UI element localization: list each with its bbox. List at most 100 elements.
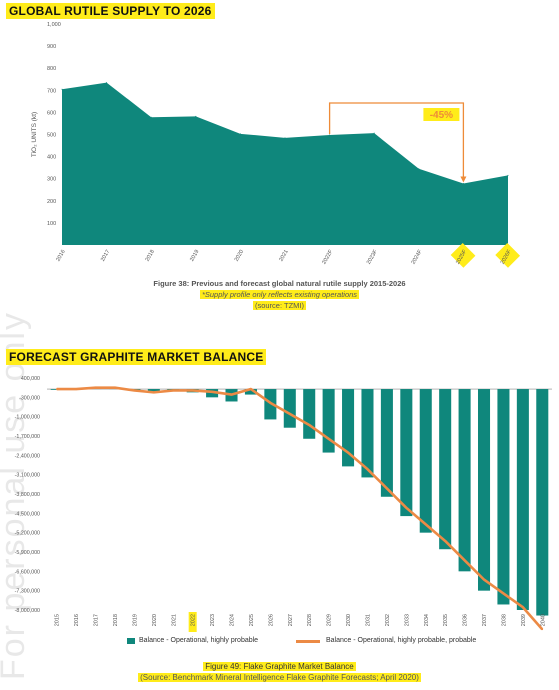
chart2-y-tick: -2,400,000 [15, 453, 40, 459]
x-tick-highlight [495, 242, 521, 268]
chart2-x-tick: 2025 [249, 614, 255, 626]
legend-swatch-bar [127, 638, 135, 644]
balance-line-point-2036 [463, 559, 466, 562]
chart2-x-tick: 2020 [152, 614, 158, 626]
chart1-y-tick: 500 [47, 133, 56, 139]
balance-line-point-2030 [347, 451, 349, 454]
balance-bar-2031 [361, 389, 374, 478]
chart2-y-tick: -300,000 [19, 395, 40, 401]
balance-bar-2025 [244, 389, 257, 395]
chart2-x-tick: 2027 [288, 614, 294, 626]
chart2-y-tick: -6,600,000 [15, 569, 40, 575]
graphite-balance-chart: 400,000 -300,000 -1,000,000 -1,700,000 -2,40… [15, 376, 552, 632]
chart2-x-tick: 2019 [132, 614, 138, 626]
chart2-y-tick: 400,000 [21, 376, 40, 382]
rutile-data-point-2025F [462, 183, 464, 185]
balance-bar-2040 [536, 389, 549, 616]
balance-bar-2035 [439, 389, 452, 550]
chart2-x-tick: 2036 [463, 614, 469, 626]
balance-line-point-2032 [386, 487, 388, 490]
chart1-y-axis-label: TiO₂ UNITS (kt) [31, 112, 38, 157]
chart2-x-tick: 2024 [230, 614, 236, 626]
chart1-y-tick: 100 [47, 221, 56, 227]
balance-line-point-2016 [75, 388, 77, 390]
balance-line-point-2021 [172, 389, 175, 392]
rutile-data-point-2022F [329, 134, 331, 136]
watermark: For personal use only [0, 311, 32, 680]
balance-line-point-2035 [444, 540, 446, 542]
chart1-y-tick: 200 [47, 199, 56, 205]
balance-line-point-2034 [424, 523, 427, 526]
balance-line-point-2020 [153, 391, 155, 394]
chart2-y-tick: -3,800,000 [15, 492, 40, 498]
watermark-text: For personal use only [0, 311, 32, 680]
balance-bar-2037 [477, 389, 491, 591]
chart1-note: *Supply profile only reflects existing o… [199, 290, 360, 299]
chart2-figure-caption: Figure 49: Flake Graphite Market Balance [203, 662, 356, 671]
chart2-x-tick: 2033 [404, 614, 410, 626]
balance-line-point-2037 [483, 578, 485, 581]
chart1-x-tick: 2018 [145, 249, 156, 263]
chart1-x-tick: 2022F [321, 248, 334, 265]
decline-label-bg [423, 108, 460, 121]
balance-line-point-2019 [133, 389, 136, 392]
chart2-y-tick: -1,700,000 [15, 434, 40, 440]
decline-arrowhead [460, 176, 467, 183]
balance-line-point-2023 [211, 391, 213, 393]
chart2-y-tick: -1,000,000 [15, 415, 40, 421]
rutile-data-point-2024F [418, 168, 420, 170]
balance-bar-2036 [458, 389, 471, 572]
balance-line-point-2039 [522, 606, 524, 609]
legend-label-line: Balance - Operational, highly probable, … [326, 637, 477, 644]
balance-bar-2034 [419, 389, 432, 533]
chart1-x-tick: 2023F [366, 248, 379, 265]
chart1-x-tick: 2021 [278, 249, 289, 263]
rutile-data-point-2018 [150, 116, 152, 118]
balance-line-point-2025 [250, 388, 252, 390]
chart2-caption: Figure 49: Flake Graphite Market Balance… [0, 661, 559, 683]
decline-bracket [328, 102, 465, 178]
chart1-title: GLOBAL RUTILE SUPPLY TO 2026 [6, 3, 215, 19]
balance-bar-2023 [206, 389, 219, 398]
legend-swatch-line [296, 640, 320, 643]
balance-line-point-2040 [541, 628, 544, 631]
chart1-caption: Figure 38: Previous and forecast global … [0, 278, 559, 311]
chart1-y-tick: 1,000 [47, 22, 61, 28]
legend-label-bar: Balance - Operational, highly probable [139, 637, 259, 644]
balance-line-point-2022 [191, 389, 194, 392]
chart2-x-tick: 2026 [268, 614, 274, 626]
balance-bar-2038 [497, 389, 510, 605]
balance-line-point-2024 [230, 393, 233, 396]
rutile-data-point-2017 [106, 82, 108, 84]
balance-bar-2028 [303, 389, 316, 439]
balance-bar-2027 [283, 389, 296, 428]
balance-line-point-2031 [366, 468, 369, 470]
chart1-y-tick: 400 [47, 155, 56, 161]
chart2-x-tick: 2015 [55, 614, 61, 626]
chart2-x-tick: 2030 [346, 614, 352, 626]
chart1-x-tick: 2019 [189, 249, 200, 263]
balance-line-point-2028 [308, 424, 311, 426]
chart2-x-tick: 2039 [521, 614, 527, 626]
rutile-data-point-2021 [284, 137, 286, 139]
chart2-y-tick: -5,200,000 [15, 531, 40, 537]
chart2-title: FORECAST GRAPHITE MARKET BALANCE [6, 349, 267, 365]
balance-line-point-2038 [502, 592, 505, 595]
chart2-x-tick: 2023 [210, 614, 216, 626]
chart1-source: (source: TZMI) [252, 301, 307, 310]
chart1-figure-caption: Figure 38: Previous and forecast global … [153, 279, 406, 288]
balance-line-point-2015 [55, 388, 58, 390]
chart2-x-tick: 2028 [307, 614, 313, 626]
chart2-x-tick: 2017 [94, 614, 100, 626]
rutile-data-point-2023F [373, 132, 375, 134]
balance-bar-2030 [342, 389, 355, 467]
chart1-x-tick: 2017 [100, 249, 111, 263]
rutile-supply-chart: TiO₂ UNITS (kt) 100 200 300 400 500 600 700 800 9… [31, 22, 521, 268]
chart2-y-tick: -3,100,000 [15, 473, 40, 479]
chart2-y-tick: -8,000,000 [15, 608, 40, 614]
chart1-y-tick: 600 [47, 110, 56, 116]
balance-bar-2039 [516, 389, 529, 610]
chart2-x-tick: 2018 [113, 614, 119, 626]
balance-bar-2020 [147, 389, 160, 393]
x-tick-highlight [450, 242, 476, 268]
